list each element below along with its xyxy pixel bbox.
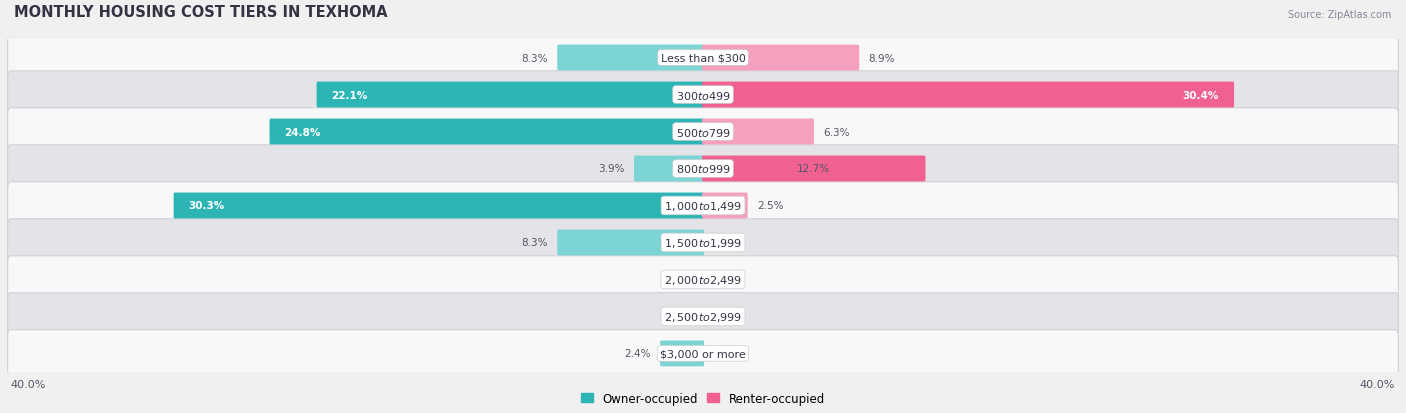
Text: 0.0%: 0.0%	[717, 238, 744, 248]
FancyBboxPatch shape	[173, 193, 704, 219]
FancyBboxPatch shape	[702, 82, 1234, 108]
FancyBboxPatch shape	[702, 119, 814, 145]
FancyBboxPatch shape	[7, 256, 1399, 304]
Text: 6.3%: 6.3%	[824, 127, 849, 137]
Text: $1,000 to $1,499: $1,000 to $1,499	[664, 199, 742, 212]
FancyBboxPatch shape	[7, 183, 1399, 230]
Text: $2,500 to $2,999: $2,500 to $2,999	[664, 310, 742, 323]
Text: 0.0%: 0.0%	[662, 312, 689, 322]
Text: $2,000 to $2,499: $2,000 to $2,499	[664, 273, 742, 286]
Text: 24.8%: 24.8%	[284, 127, 321, 137]
FancyBboxPatch shape	[557, 45, 704, 71]
Text: Less than $300: Less than $300	[661, 53, 745, 63]
Text: 8.9%: 8.9%	[869, 53, 896, 63]
Text: 30.4%: 30.4%	[1182, 90, 1219, 100]
FancyBboxPatch shape	[7, 219, 1399, 266]
FancyBboxPatch shape	[7, 330, 1399, 377]
FancyBboxPatch shape	[702, 156, 925, 182]
Text: 8.3%: 8.3%	[522, 53, 548, 63]
Text: 22.1%: 22.1%	[332, 90, 368, 100]
FancyBboxPatch shape	[7, 35, 1399, 82]
Text: MONTHLY HOUSING COST TIERS IN TEXHOMA: MONTHLY HOUSING COST TIERS IN TEXHOMA	[14, 5, 388, 20]
FancyBboxPatch shape	[659, 341, 704, 366]
FancyBboxPatch shape	[316, 82, 704, 108]
Text: 12.7%: 12.7%	[797, 164, 831, 174]
Text: $500 to $799: $500 to $799	[675, 126, 731, 138]
Text: 0.0%: 0.0%	[717, 349, 744, 358]
Text: 0.0%: 0.0%	[717, 275, 744, 285]
FancyBboxPatch shape	[702, 193, 748, 219]
Text: 2.4%: 2.4%	[624, 349, 651, 358]
Text: $3,000 or more: $3,000 or more	[661, 349, 745, 358]
FancyBboxPatch shape	[702, 45, 859, 71]
FancyBboxPatch shape	[7, 109, 1399, 156]
FancyBboxPatch shape	[557, 230, 704, 256]
Text: $800 to $999: $800 to $999	[675, 163, 731, 175]
FancyBboxPatch shape	[7, 72, 1399, 119]
FancyBboxPatch shape	[634, 156, 704, 182]
Text: 0.0%: 0.0%	[717, 312, 744, 322]
Text: 8.3%: 8.3%	[522, 238, 548, 248]
FancyBboxPatch shape	[7, 145, 1399, 193]
Text: $1,500 to $1,999: $1,500 to $1,999	[664, 236, 742, 249]
FancyBboxPatch shape	[7, 293, 1399, 340]
Text: 0.0%: 0.0%	[662, 275, 689, 285]
Text: Source: ZipAtlas.com: Source: ZipAtlas.com	[1288, 9, 1392, 20]
Legend: Owner-occupied, Renter-occupied: Owner-occupied, Renter-occupied	[576, 387, 830, 409]
Text: $300 to $499: $300 to $499	[675, 89, 731, 101]
Text: 30.3%: 30.3%	[188, 201, 225, 211]
Text: 3.9%: 3.9%	[598, 164, 624, 174]
Text: 2.5%: 2.5%	[756, 201, 783, 211]
Text: 40.0%: 40.0%	[11, 379, 46, 389]
FancyBboxPatch shape	[270, 119, 704, 145]
Text: 40.0%: 40.0%	[1360, 379, 1395, 389]
